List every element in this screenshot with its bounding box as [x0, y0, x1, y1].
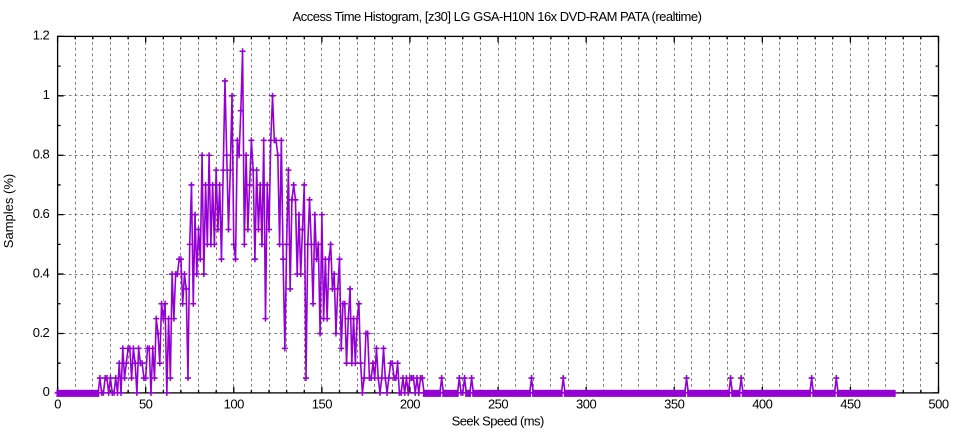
svg-text:0: 0 [43, 384, 50, 399]
svg-text:200: 200 [400, 397, 420, 412]
svg-text:100: 100 [224, 397, 244, 412]
svg-text:Samples (%): Samples (%) [1, 174, 16, 248]
svg-text:1: 1 [43, 87, 50, 102]
svg-text:150: 150 [312, 397, 332, 412]
svg-text:350: 350 [664, 397, 684, 412]
svg-text:450: 450 [840, 397, 860, 412]
svg-text:300: 300 [576, 397, 596, 412]
svg-text:Access Time Histogram, [z30] L: Access Time Histogram, [z30] LG GSA-H10N… [293, 9, 702, 24]
svg-text:500: 500 [928, 397, 948, 412]
svg-text:0.8: 0.8 [33, 147, 50, 162]
svg-text:0.2: 0.2 [33, 325, 50, 340]
svg-text:50: 50 [139, 397, 153, 412]
svg-text:0.4: 0.4 [33, 265, 50, 280]
svg-text:Seek Speed (ms): Seek Speed (ms) [452, 413, 544, 428]
svg-text:1.2: 1.2 [33, 28, 50, 43]
svg-text:0.6: 0.6 [33, 206, 50, 221]
svg-text:400: 400 [752, 397, 772, 412]
svg-text:0: 0 [54, 397, 61, 412]
svg-text:250: 250 [488, 397, 508, 412]
